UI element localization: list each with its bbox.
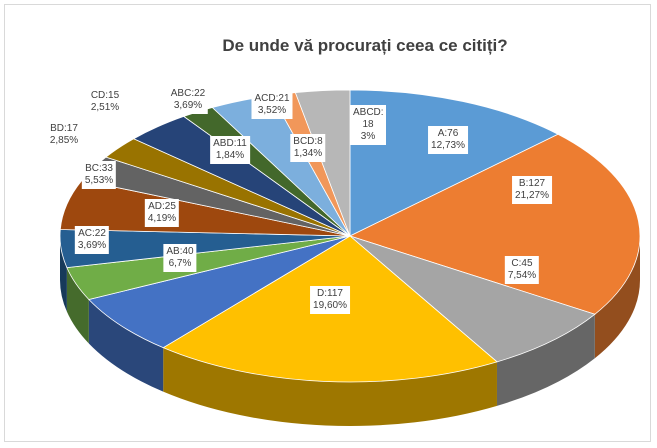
pie-slice-side (66, 267, 89, 344)
percent-label: 3,69% (173, 100, 203, 111)
percent-label: 1,84% (215, 150, 245, 161)
data-label: BC:33 5,53% (81, 161, 117, 189)
data-label: BD:17 2,85% (46, 121, 82, 149)
percent-label: 3,69% (77, 240, 107, 251)
data-label: ACD:21 3,52% (251, 91, 293, 119)
value-label: ACD:21 (254, 93, 290, 104)
percent-label: 12,73% (431, 140, 465, 151)
value-label: ABD:11 (213, 138, 247, 149)
chart-frame (4, 4, 651, 442)
pie-slice-side (60, 236, 67, 312)
data-label: D:117 19,60% (310, 286, 350, 314)
percent-label: 6,7% (168, 258, 192, 269)
percent-label: 21,27% (515, 190, 549, 201)
value-label: CD:15 (90, 90, 120, 101)
percent-label: 7,54% (507, 270, 537, 281)
data-label: C:45 7,54% (504, 256, 540, 284)
value-label: A:76 (437, 128, 459, 139)
percent-label: 19,60% (313, 300, 347, 311)
value-label: C:45 (511, 258, 533, 269)
value-label: AC:22 (78, 228, 106, 239)
value-label: BC:33 (85, 163, 113, 174)
value-label: BD:17 (50, 123, 78, 134)
data-label: B:127 21,27% (512, 176, 552, 204)
data-label: CD:15 2,51% (87, 88, 123, 116)
percent-label: 1,34% (293, 148, 323, 159)
data-label: AC:22 3,69% (74, 226, 110, 254)
pie-slice-side (88, 299, 164, 392)
percent-label: 4,19% (147, 213, 177, 224)
chart-title: De unde vă procurați ceea ce citiți? (222, 36, 508, 55)
pie-slice (294, 89, 351, 237)
value-label: ABCD: 18 (353, 107, 384, 130)
value-label: D:117 (317, 288, 343, 299)
data-label: ABCD: 18 3% (350, 105, 386, 145)
data-label: AB:40 6,7% (163, 244, 197, 272)
pie-slice (88, 235, 351, 349)
value-label: B:127 (518, 178, 546, 189)
pie-slice-side (496, 314, 595, 406)
data-label: A:76 12,73% (428, 126, 468, 154)
value-label: AD:25 (148, 201, 176, 212)
percent-label: 3,52% (257, 105, 287, 116)
pie-slice (349, 235, 596, 363)
percent-label: 2,85% (49, 135, 79, 146)
data-label: ABC:22 3,69% (167, 86, 209, 114)
pie-slice-side (163, 347, 497, 426)
value-label: ABC:22 (170, 88, 206, 99)
data-label: BCD:8 1,34% (290, 134, 326, 162)
value-label: AB:40 (166, 246, 194, 257)
data-label: AD:25 4,19% (144, 199, 180, 227)
pie-slice (349, 89, 559, 237)
pie-slice-side (594, 236, 640, 359)
percent-label: 5,53% (84, 175, 114, 186)
percent-label: 2,51% (90, 102, 120, 113)
data-label: ABD:11 1,84% (210, 136, 250, 164)
percent-label: 3% (360, 131, 376, 142)
value-label: BCD:8 (293, 136, 323, 147)
pie-slice (348, 133, 641, 315)
